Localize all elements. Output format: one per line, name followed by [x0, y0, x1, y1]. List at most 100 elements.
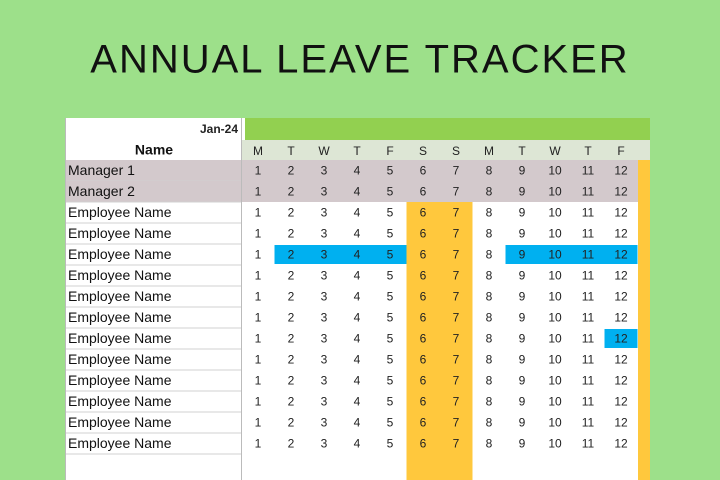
date-cell: 8 [486, 206, 493, 220]
date-cell: 10 [548, 332, 562, 346]
date-cell: 2 [288, 395, 295, 409]
row-name: Employee Name [68, 330, 172, 346]
date-cell: 3 [321, 374, 328, 388]
date-cell: 10 [548, 206, 562, 220]
date-cell: 12 [614, 185, 628, 199]
date-cell: 6 [420, 311, 427, 325]
date-cell: 10 [548, 227, 562, 241]
leave-cell [307, 245, 341, 264]
date-cell: 9 [519, 164, 526, 178]
date-cell: 10 [548, 416, 562, 430]
row-name: Employee Name [68, 267, 172, 283]
date-cell: 1 [255, 248, 262, 262]
date-cell: 2 [288, 437, 295, 451]
date-cell: 4 [354, 332, 361, 346]
date-cell: 8 [486, 395, 493, 409]
day-letter: T [518, 144, 526, 158]
date-cell: 1 [255, 269, 262, 283]
date-cell: 5 [387, 290, 394, 304]
date-cell: 3 [321, 164, 328, 178]
date-cell: 9 [519, 332, 526, 346]
date-cell: 9 [519, 248, 526, 262]
day-letter: T [353, 144, 361, 158]
row-name: Employee Name [68, 309, 172, 325]
date-cell: 4 [354, 227, 361, 241]
date-cell: 8 [486, 290, 493, 304]
date-cell: 10 [548, 269, 562, 283]
row-name: Employee Name [68, 288, 172, 304]
row-name: Employee Name [68, 204, 172, 220]
date-cell: 4 [354, 395, 361, 409]
date-cell: 2 [288, 416, 295, 430]
date-cell: 6 [420, 353, 427, 367]
date-cell: 10 [548, 437, 562, 451]
date-cell: 12 [614, 395, 628, 409]
date-cell: 11 [582, 164, 595, 178]
date-cell: 1 [255, 311, 262, 325]
leave-cell [373, 245, 407, 264]
date-cell: 3 [321, 248, 328, 262]
manager-row-bg [65, 160, 650, 181]
date-cell: 8 [486, 353, 493, 367]
date-cell: 7 [453, 353, 460, 367]
date-cell: 6 [420, 227, 427, 241]
day-letter: F [617, 144, 624, 158]
date-cell: 7 [453, 416, 460, 430]
weekend-column [406, 160, 440, 480]
date-cell: 1 [255, 185, 262, 199]
date-cell: 3 [321, 332, 328, 346]
row-name: Manager 1 [68, 162, 135, 178]
date-cell: 5 [387, 185, 394, 199]
date-cell: 9 [519, 227, 526, 241]
date-cell: 9 [519, 290, 526, 304]
date-cell: 2 [288, 290, 295, 304]
date-cell: 1 [255, 164, 262, 178]
date-cell: 12 [614, 374, 628, 388]
day-letter: W [318, 144, 330, 158]
date-cell: 10 [548, 311, 562, 325]
date-cell: 7 [453, 290, 460, 304]
date-cell: 6 [420, 374, 427, 388]
date-cell: 11 [582, 248, 595, 262]
date-cell: 7 [453, 206, 460, 220]
row-name: Manager 2 [68, 183, 135, 199]
date-cell: 3 [321, 395, 328, 409]
day-letter: S [419, 144, 427, 158]
date-cell: 2 [288, 164, 295, 178]
date-cell: 4 [354, 248, 361, 262]
date-cell: 3 [321, 185, 328, 199]
date-cell: 3 [321, 416, 328, 430]
date-cell: 9 [519, 269, 526, 283]
day-letter: W [549, 144, 561, 158]
date-cell: 5 [387, 269, 394, 283]
row-name: Employee Name [68, 372, 172, 388]
date-cell: 9 [519, 437, 526, 451]
date-cell: 8 [486, 227, 493, 241]
date-cell: 11 [582, 269, 595, 283]
date-cell: 1 [255, 332, 262, 346]
date-cell: 5 [387, 332, 394, 346]
date-cell: 12 [614, 437, 628, 451]
date-cell: 10 [548, 395, 562, 409]
date-cell: 11 [582, 374, 595, 388]
date-cell: 4 [354, 164, 361, 178]
row-name: Employee Name [68, 435, 172, 451]
date-cell: 2 [288, 311, 295, 325]
date-cell: 11 [582, 332, 595, 346]
date-cell: 8 [486, 185, 493, 199]
date-cell: 6 [420, 185, 427, 199]
date-cell: 2 [288, 374, 295, 388]
date-cell: 5 [387, 248, 394, 262]
date-cell: 7 [453, 248, 460, 262]
date-cell: 5 [387, 395, 394, 409]
date-cell: 7 [453, 164, 460, 178]
date-cell: 12 [614, 311, 628, 325]
day-letter: F [386, 144, 393, 158]
day-letter: T [287, 144, 295, 158]
row-name: Employee Name [68, 414, 172, 430]
date-cell: 4 [354, 269, 361, 283]
date-cell: 5 [387, 374, 394, 388]
date-cell: 9 [519, 416, 526, 430]
date-cell: 11 [582, 395, 595, 409]
